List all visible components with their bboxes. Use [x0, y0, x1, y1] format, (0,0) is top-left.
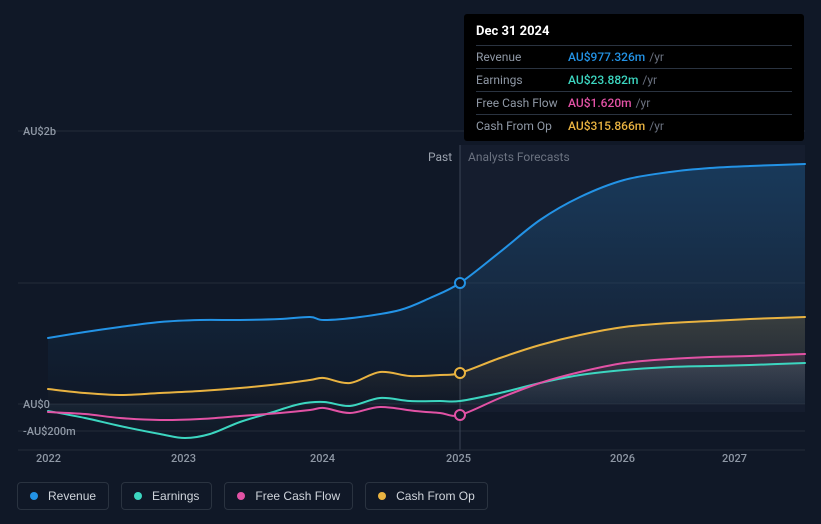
tooltip-unit: /yr: [649, 50, 664, 64]
y-tick-2: -AU$200m: [23, 425, 76, 438]
legend-dot: [378, 492, 386, 500]
legend-label: Revenue: [48, 489, 96, 503]
x-tick-0: 2022: [36, 452, 61, 465]
tooltip-unit: /yr: [636, 96, 651, 110]
tooltip-unit: /yr: [649, 119, 664, 133]
legend-dot: [237, 492, 245, 500]
tooltip-label: Free Cash Flow: [476, 96, 568, 110]
chart-legend: Revenue Earnings Free Cash Flow Cash Fro…: [17, 482, 488, 510]
y-tick-1: AU$0: [23, 398, 50, 411]
tooltip-value: AU$1.620m: [568, 96, 632, 110]
tooltip-label: Earnings: [476, 73, 568, 87]
legend-cfo[interactable]: Cash From Op: [365, 482, 488, 510]
tooltip-row-earnings: Earnings AU$23.882m /yr: [476, 68, 792, 91]
tooltip-date: Dec 31 2024: [476, 24, 792, 39]
legend-fcf[interactable]: Free Cash Flow: [224, 482, 353, 510]
tooltip-value: AU$23.882m: [568, 73, 638, 87]
x-tick-2: 2024: [310, 452, 335, 465]
tooltip-unit: /yr: [642, 73, 657, 87]
legend-earnings[interactable]: Earnings: [121, 482, 212, 510]
legend-label: Free Cash Flow: [255, 489, 340, 503]
chart-tooltip: Dec 31 2024 Revenue AU$977.326m /yr Earn…: [464, 14, 804, 141]
x-tick-1: 2023: [171, 452, 196, 465]
x-tick-5: 2027: [722, 452, 747, 465]
legend-label: Earnings: [152, 489, 199, 503]
tooltip-label: Revenue: [476, 50, 568, 64]
future-label: Analysts Forecasts: [468, 150, 570, 164]
tooltip-row-cfo: Cash From Op AU$315.866m /yr: [476, 114, 792, 137]
legend-label: Cash From Op: [396, 489, 475, 503]
legend-dot: [30, 492, 38, 500]
past-label: Past: [428, 150, 452, 164]
x-tick-4: 2026: [610, 452, 635, 465]
tooltip-row-revenue: Revenue AU$977.326m /yr: [476, 45, 792, 68]
tooltip-row-fcf: Free Cash Flow AU$1.620m /yr: [476, 91, 792, 114]
tooltip-value: AU$315.866m: [568, 119, 645, 133]
tooltip-value: AU$977.326m: [568, 50, 645, 64]
y-tick-0: AU$2b: [23, 125, 56, 138]
legend-revenue[interactable]: Revenue: [17, 482, 109, 510]
tooltip-label: Cash From Op: [476, 119, 568, 133]
legend-dot: [134, 492, 142, 500]
x-tick-3: 2025: [446, 452, 471, 465]
